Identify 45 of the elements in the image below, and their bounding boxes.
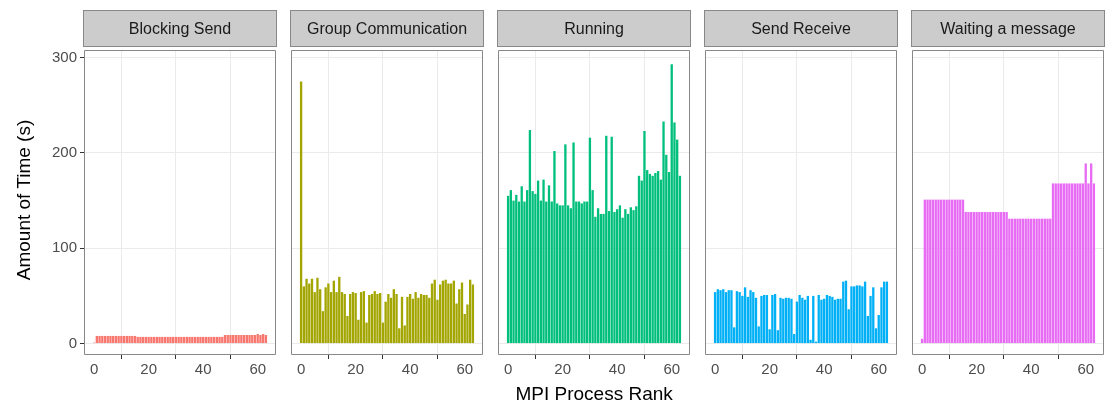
bar — [316, 277, 319, 344]
x-tick-label: 20 — [140, 360, 157, 378]
x-tick-label: 0 — [296, 360, 306, 378]
bar — [305, 278, 308, 344]
bar — [643, 131, 646, 344]
x-tick-label: 0 — [917, 360, 927, 378]
x-tick-label: 40 — [1022, 360, 1040, 378]
bar — [564, 144, 567, 344]
y-tick-label: 200 — [51, 143, 77, 161]
bar — [861, 286, 864, 344]
x-tick-label: 0 — [710, 360, 720, 378]
x-tick-label: 20 — [347, 360, 364, 378]
x-tick-label: 60 — [870, 360, 888, 378]
x-tick-label: 0 — [503, 360, 513, 378]
x-tick-label: 60 — [249, 360, 267, 378]
y-axis-title: Amount of Time (s) — [12, 119, 35, 281]
x-tick-label: 40 — [608, 360, 626, 378]
bar — [553, 151, 556, 344]
x-tick-label: 0 — [89, 360, 99, 378]
bar — [327, 283, 330, 344]
x-tick-label: 60 — [1077, 360, 1095, 378]
x-tick-label: 20 — [968, 360, 985, 378]
chart-title: Send Receive — [704, 10, 898, 47]
x-axis-title: MPI Process Rank — [515, 383, 673, 405]
x-tick-label: 60 — [456, 360, 474, 378]
x-tick-label: 40 — [815, 360, 833, 378]
y-tick-label: 300 — [51, 47, 77, 65]
x-tick-label: 60 — [663, 360, 681, 378]
bar — [414, 292, 417, 344]
bar — [624, 209, 627, 344]
x-tick-label: 20 — [554, 360, 571, 378]
chart-title: Waiting a message — [911, 10, 1105, 47]
bar — [542, 179, 545, 344]
bar — [798, 294, 801, 344]
bar — [324, 287, 327, 344]
chart-title: Group Communication — [290, 10, 484, 47]
y-tick-label: 100 — [51, 238, 77, 256]
x-tick-label: 40 — [401, 360, 419, 378]
x-tick-label: 20 — [761, 360, 778, 378]
bar — [662, 121, 665, 344]
chart-title: Running — [497, 10, 691, 47]
y-tick-label: 0 — [68, 333, 77, 351]
chart-title: Blocking Send — [83, 10, 277, 47]
bar — [572, 142, 575, 344]
x-tick-label: 40 — [194, 360, 212, 378]
